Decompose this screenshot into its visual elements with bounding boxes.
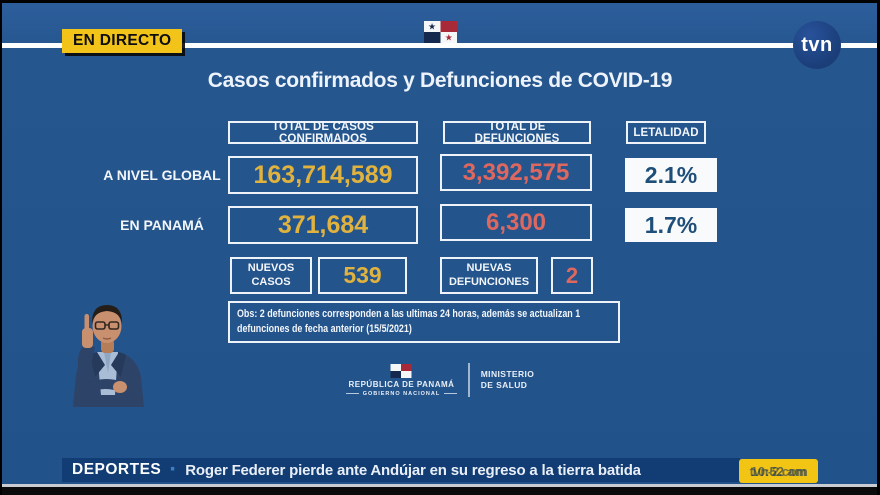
government-label-row: GOBIERNO NACIONAL: [345, 390, 458, 397]
tvn-logo-text: tvn: [801, 33, 833, 56]
republic-logo-block: REPÚBLICA DE PANAMÁ GOBIERNO NACIONAL: [345, 363, 458, 397]
new-cases-label: NUEVOS CASOS: [230, 257, 312, 294]
svg-text:★: ★: [445, 32, 453, 42]
ministry-label: MINISTERIO DE SALUD: [481, 369, 535, 392]
new-cases-value: 539: [318, 257, 407, 294]
time-website-badge: 10:52 am tvn-2.com: [739, 459, 818, 483]
new-cases-label-line1: NUEVOS: [247, 261, 295, 274]
new-deaths-value: 2: [551, 257, 593, 294]
logo-divider: [468, 363, 470, 397]
panama-lethality-value: 1.7%: [625, 208, 717, 242]
ticker-category: DEPORTES: [72, 461, 162, 478]
global-deaths-value: 3,392,575: [440, 154, 592, 191]
panama-flag-icon: ★ ★: [424, 21, 457, 43]
website-url: tvn-2.com: [749, 463, 808, 479]
tvn-channel-logo: tvn: [793, 21, 841, 69]
global-confirmed-value: 163,714,589: [228, 156, 418, 194]
note-line-2: defunciones de fecha anterior (15/5/2021…: [237, 323, 412, 336]
observation-note: Obs: 2 defunciones corresponden a las ul…: [228, 301, 620, 343]
republic-label: REPÚBLICA DE PANAMÁ: [348, 379, 455, 389]
ticker-headline: Roger Federer pierde ante Andújar en su …: [185, 461, 641, 479]
header-divider-line: [0, 43, 880, 48]
government-label: GOBIERNO NACIONAL: [362, 390, 441, 397]
frame-edge-top: [0, 0, 880, 3]
svg-text:★: ★: [428, 22, 436, 32]
frame-edge-left: [0, 0, 2, 495]
row-label-global: A NIVEL GLOBAL: [103, 167, 221, 183]
header-total-deaths: TOTAL DE DEFUNCIONES: [443, 121, 591, 145]
panama-confirmed-value: 371,684: [228, 206, 418, 244]
ministry-label-line2: DE SALUD: [480, 380, 528, 390]
dash-decoration: [345, 393, 359, 394]
government-logos: REPÚBLICA DE PANAMÁ GOBIERNO NACIONAL MI…: [0, 363, 880, 397]
ministry-label-line1: MINISTERIO: [480, 368, 535, 379]
new-cases-label-line2: CASOS: [251, 275, 291, 288]
new-deaths-label-line1: NUEVAS: [466, 261, 512, 274]
sign-language-interpreter: [73, 305, 144, 407]
new-deaths-label: NUEVAS DEFUNCIONES: [440, 257, 538, 294]
note-line-1: Obs: 2 defunciones corresponden a las ul…: [237, 308, 581, 320]
global-lethality-value: 2.1%: [625, 158, 717, 192]
header-total-confirmed: TOTAL DE CASOS CONFIRMADOS: [228, 121, 418, 145]
panama-deaths-value: 6,300: [440, 204, 592, 241]
new-deaths-label-line2: DEFUNCIONES: [448, 275, 530, 288]
live-badge: EN DIRECTO: [62, 29, 183, 53]
ticker-separator-dot: ·: [169, 456, 178, 483]
header-lethality: LETALIDAD: [626, 121, 706, 144]
clock-time: 10:52 am: [750, 463, 807, 479]
panama-flag-small-icon: [390, 363, 412, 378]
news-ticker: DEPORTES · Roger Federer pierde ante And…: [62, 458, 740, 482]
bottom-gray-line: [0, 484, 880, 487]
bottom-black-bar: [0, 487, 880, 495]
dash-decoration: [444, 393, 458, 394]
row-label-panama: EN PANAMÁ: [120, 217, 204, 233]
frame-edge-right: [877, 0, 880, 495]
page-title: Casos confirmados y Defunciones de COVID…: [207, 69, 673, 92]
